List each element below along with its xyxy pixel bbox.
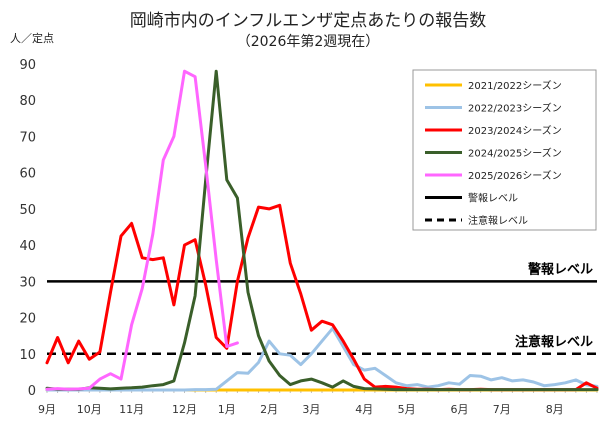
legend-label: 注意報レベル: [468, 214, 528, 227]
legend-label: 2023/2024シーズン: [468, 124, 562, 137]
x-tick-label: 8月: [546, 403, 564, 416]
x-tick-label: 7月: [493, 403, 511, 416]
x-tick-label: 5月: [398, 403, 416, 416]
legend-label: 2022/2023シーズン: [468, 102, 562, 115]
y-tick-label: 50: [19, 203, 36, 218]
y-tick-label: 70: [19, 130, 36, 145]
x-tick-label: 1月: [218, 403, 236, 416]
legend-label: 2024/2025シーズン: [468, 147, 562, 160]
y-tick-label: 60: [19, 167, 36, 182]
legend-label: 2021/2022シーズン: [468, 79, 562, 92]
reference-line-label: 警報レベル: [528, 261, 593, 277]
x-tick-label: 12月: [172, 403, 197, 416]
reference-line-label: 注意報レベル: [515, 334, 593, 350]
y-tick-label: 40: [19, 239, 36, 254]
legend-box: [412, 69, 597, 231]
series-line: [45, 326, 599, 392]
y-tick-label: 30: [19, 275, 36, 290]
y-tick-label: 20: [19, 312, 36, 327]
y-tick-label: 0: [28, 384, 36, 399]
x-tick-label: 4月: [355, 403, 373, 416]
y-tick-label: 90: [19, 58, 36, 73]
series-lines: [45, 69, 599, 392]
chart-title: 岡崎市内のインフルエンザ定点あたりの報告数: [130, 11, 487, 31]
x-tick-label: 6月: [451, 403, 469, 416]
series-line: [45, 203, 599, 392]
y-axis-unit-label: 人／定点: [10, 31, 54, 45]
legend-label: 警報レベル: [468, 192, 518, 205]
x-tick-label: 9月: [38, 403, 56, 416]
x-tick-label: 11月: [119, 403, 144, 416]
y-tick-label: 80: [19, 94, 36, 109]
chart-subtitle: （2026年第2週現在）: [237, 33, 380, 50]
y-tick-label: 10: [19, 348, 36, 363]
y-tick-labels: 0 10 20 30 40 50 60 70 80 90: [19, 58, 36, 399]
legend: 2021/2022シーズン 2022/2023シーズン 2023/2024シーズン 2…: [412, 69, 597, 231]
series-line: [45, 69, 239, 391]
x-tick-label: 3月: [302, 403, 320, 416]
x-axis: 9月 10月 11月 12月 1月 2月 3月 4月 5月 6月 7月 8月: [38, 389, 598, 416]
x-tick-label: 2月: [260, 403, 278, 416]
series-line: [45, 69, 599, 392]
x-tick-label: 10月: [77, 403, 102, 416]
legend-label: 2025/2026シーズン: [468, 169, 562, 182]
